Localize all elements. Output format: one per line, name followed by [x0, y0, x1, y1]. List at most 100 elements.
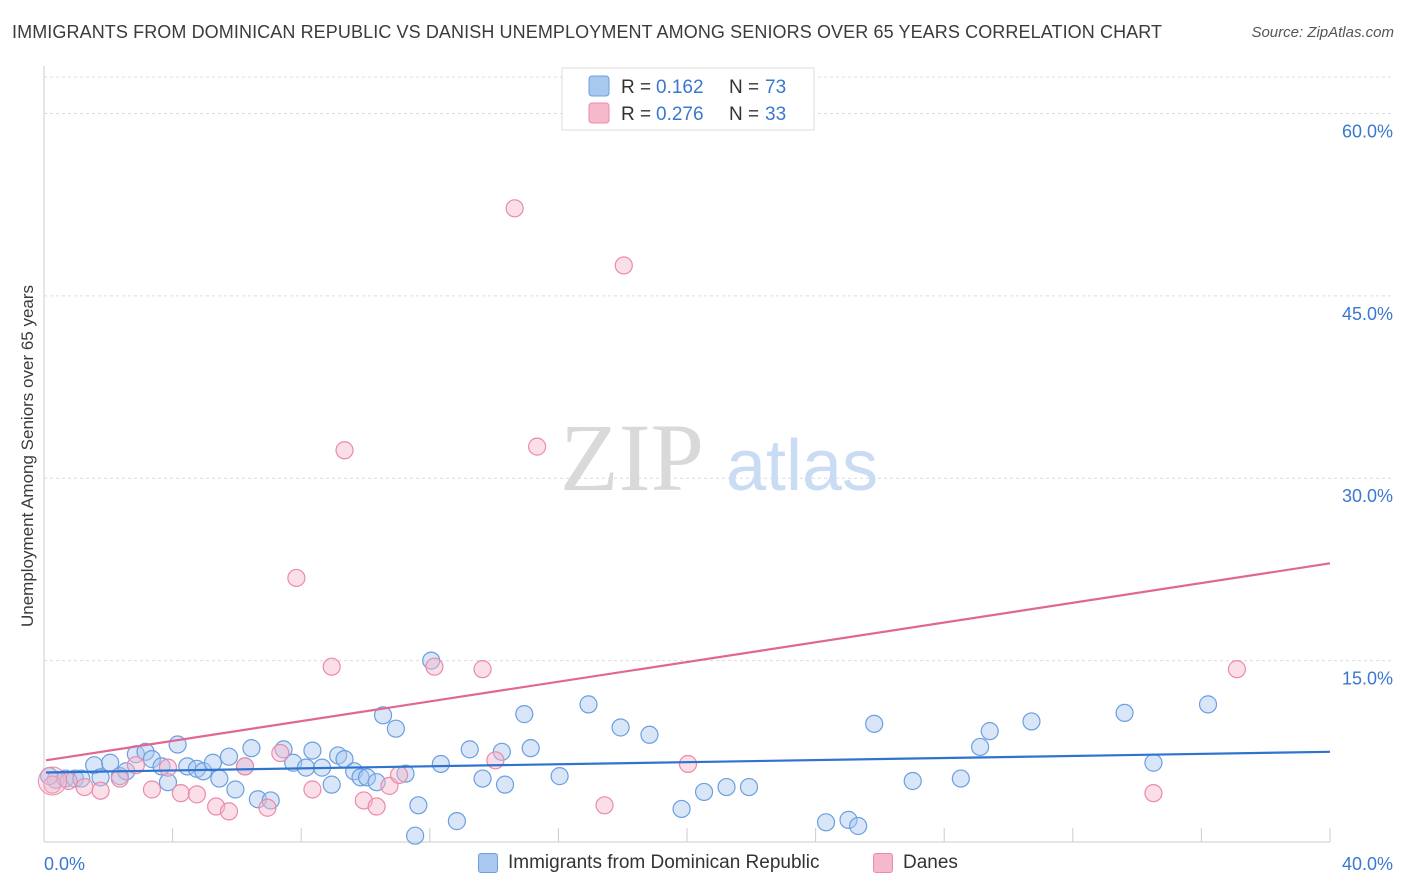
data-point-dominican: [611, 718, 630, 737]
data-point-danes: [187, 785, 206, 804]
legend-item-dominican[interactable]: Immigrants from Dominican Republic: [478, 852, 820, 874]
data-point-dominican: [373, 706, 393, 725]
data-points: [37, 199, 1247, 845]
data-point-danes: [287, 568, 306, 588]
y-tick-label: 45.0%: [1342, 304, 1393, 324]
data-point-dominican: [460, 740, 479, 759]
data-point-danes: [505, 199, 524, 218]
data-point-dominican: [1144, 753, 1163, 772]
data-point-dominican: [396, 764, 415, 783]
data-point-danes: [303, 780, 322, 799]
data-point-danes: [158, 758, 178, 777]
data-point-dominican: [865, 714, 884, 733]
data-point-dominican: [521, 739, 540, 758]
data-point-danes: [473, 660, 492, 679]
axes: 0.0% 40.0%: [43, 66, 1393, 874]
data-point-danes: [91, 781, 110, 800]
data-point-danes: [142, 780, 162, 799]
data-point-danes: [235, 757, 255, 776]
data-point-dominican: [849, 816, 868, 836]
data-point-danes: [390, 765, 409, 785]
data-point-dominican: [409, 796, 428, 815]
legend-swatch-blue: [588, 75, 610, 97]
data-point-dominican: [1115, 703, 1134, 723]
data-point-dominican: [672, 799, 691, 819]
legend-swatch-pink: [873, 853, 893, 873]
legend-r-label: R =: [621, 77, 651, 98]
legend-n-label: N =: [729, 77, 759, 98]
data-point-danes: [1144, 784, 1163, 803]
chart-title: IMMIGRANTS FROM DOMINICAN REPUBLIC VS DA…: [12, 22, 1163, 42]
data-point-dominican: [406, 826, 425, 845]
gridlines: 15.0% 30.0% 45.0% 60.0%: [44, 76, 1393, 689]
data-point-danes: [258, 798, 277, 817]
data-point-danes: [425, 657, 444, 676]
data-point-dominican: [495, 775, 515, 794]
data-point-danes: [367, 797, 386, 816]
data-point-dominican: [816, 813, 836, 832]
data-point-dominican: [640, 725, 659, 744]
trend-line-danes: [45, 562, 1331, 762]
data-point-danes: [171, 784, 190, 803]
data-point-dominican: [951, 769, 970, 788]
trend-lines: [45, 562, 1331, 774]
data-point-dominican: [515, 705, 534, 724]
data-point-dominican: [739, 777, 759, 797]
watermark-zip: ZIP: [560, 404, 704, 511]
y-tick-label: 60.0%: [1342, 121, 1393, 141]
data-point-danes: [1227, 660, 1247, 679]
data-point-dominican: [550, 767, 569, 786]
data-point-danes: [678, 754, 698, 774]
data-point-dominican: [386, 719, 405, 738]
y-tick-label: 30.0%: [1342, 486, 1393, 506]
legend-item-danes[interactable]: Danes: [873, 852, 958, 874]
data-point-dominican: [903, 771, 922, 791]
legend-label: Danes: [903, 852, 958, 873]
data-point-dominican: [136, 742, 155, 761]
x-tick-label: 40.0%: [1342, 854, 1393, 874]
data-point-dominican: [357, 768, 377, 787]
data-point-dominican: [219, 747, 239, 766]
legend-swatch-pink: [588, 102, 610, 124]
y-tick-label: 15.0%: [1342, 669, 1393, 689]
data-point-danes: [335, 441, 354, 460]
data-point-danes: [110, 769, 129, 788]
correlation-legend: R = 0.162 N = 73 R = 0.276 N = 33: [561, 67, 815, 131]
data-point-dominican: [971, 737, 990, 757]
data-point-danes: [75, 777, 94, 797]
data-point-dominican: [447, 812, 466, 831]
legend-swatch-blue: [478, 853, 498, 873]
data-point-danes: [595, 796, 614, 815]
data-point-dominican: [579, 695, 598, 714]
series-legend: Immigrants from Dominican Republic Danes: [0, 850, 1406, 880]
data-point-danes: [219, 802, 239, 821]
legend-r-label: R =: [621, 104, 651, 125]
data-point-dominican: [473, 769, 492, 788]
legend-label: Immigrants from Dominican Republic: [508, 852, 820, 873]
legend-n-value: 33: [765, 104, 786, 125]
x-tick-label: 0.0%: [44, 854, 85, 874]
data-point-dominican: [203, 753, 223, 772]
data-point-dominican: [839, 810, 858, 829]
data-point-dominican: [158, 773, 178, 792]
data-point-danes: [614, 256, 633, 275]
data-point-dominican: [980, 722, 999, 741]
data-point-dominican: [210, 769, 229, 788]
data-point-danes: [271, 743, 290, 763]
trend-line-dominican: [45, 750, 1331, 774]
legend-n-label: N =: [729, 104, 759, 125]
data-point-dominican: [303, 741, 322, 760]
data-point-dominican: [142, 750, 162, 769]
data-point-dominican: [91, 768, 110, 787]
data-point-dominican: [226, 780, 245, 799]
data-point-danes: [126, 756, 145, 775]
data-point-danes: [528, 437, 547, 456]
watermark-atlas: atlas: [726, 426, 878, 506]
legend-r-value: 0.162: [656, 77, 704, 98]
data-point-cluster: [37, 766, 67, 796]
source-label: Source: ZipAtlas.com: [1251, 24, 1394, 41]
data-point-dominican: [1198, 695, 1218, 714]
data-point-dominican: [1022, 712, 1041, 731]
data-point-dominican: [694, 782, 714, 802]
